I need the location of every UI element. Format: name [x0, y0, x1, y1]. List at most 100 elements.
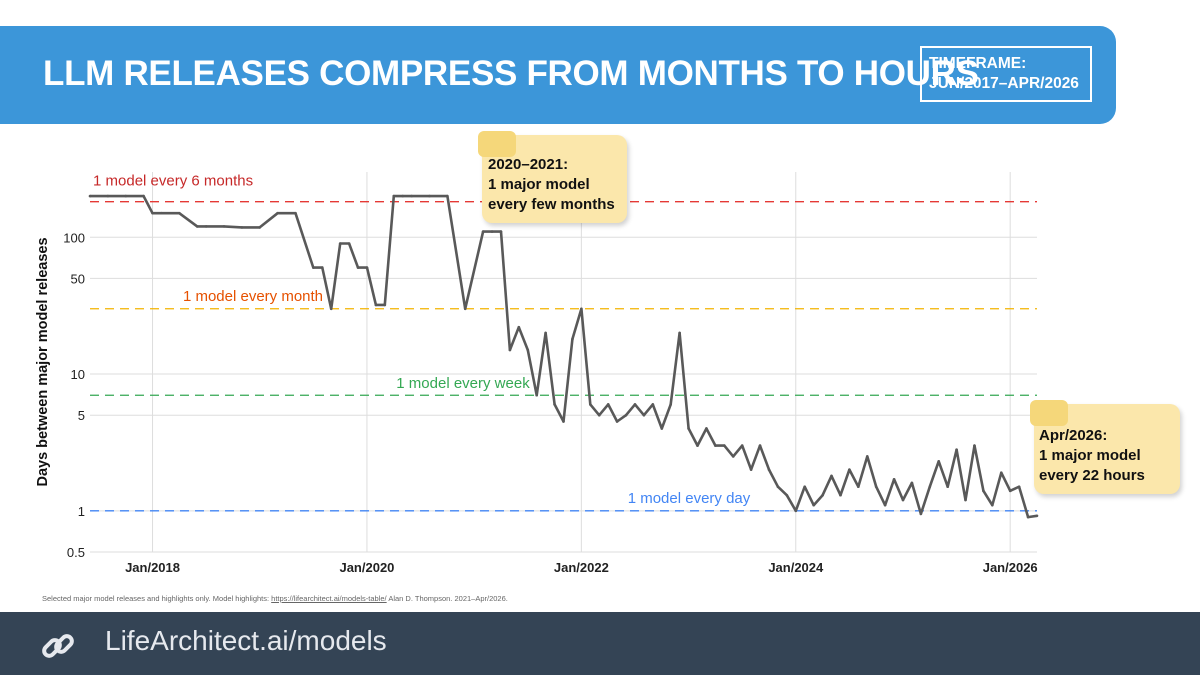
link-icon — [42, 634, 74, 658]
data-point — [312, 266, 315, 269]
data-point — [696, 444, 699, 447]
data-point — [428, 194, 431, 198]
data-point — [347, 242, 351, 245]
data-point — [937, 460, 941, 463]
data-point — [544, 331, 547, 335]
data-point — [1008, 489, 1012, 493]
data-point — [910, 481, 914, 485]
data-point — [481, 230, 485, 233]
data-point — [660, 427, 664, 430]
data-point — [1017, 485, 1021, 489]
y-tick-label: 50 — [71, 271, 85, 286]
data-point — [848, 468, 851, 471]
data-point — [991, 503, 994, 507]
y-tick-label: 1 — [78, 504, 85, 519]
data-point — [687, 427, 690, 430]
data-point — [642, 413, 646, 417]
reference-line-label: 1 model every day — [628, 490, 751, 507]
data-point — [329, 307, 333, 311]
footer-bar: LifeArchitect.ai/models — [0, 612, 1200, 675]
data-point — [410, 194, 413, 198]
data-point — [508, 348, 512, 352]
data-point — [919, 512, 923, 516]
y-tick-label: 0.5 — [67, 545, 85, 560]
data-point — [812, 503, 815, 507]
x-tick-label: Jan/2024 — [768, 560, 824, 575]
timeframe-label: TIMEFRAME: — [929, 55, 1027, 72]
data-point — [955, 448, 958, 451]
data-point — [463, 307, 467, 311]
data-point — [356, 266, 360, 269]
data-point — [535, 393, 538, 397]
x-tick-label: Jan/2022 — [554, 560, 609, 575]
data-point — [365, 266, 369, 269]
data-point — [195, 225, 199, 228]
data-point — [562, 420, 565, 423]
data-point — [571, 337, 574, 341]
data-point — [714, 444, 717, 447]
data-point — [392, 194, 396, 198]
annotation-2020-2021: 2020–2021: 1 major model every few month… — [478, 131, 627, 223]
data-point — [204, 225, 208, 228]
annotation-line: 1 major model — [488, 176, 590, 193]
series-line — [90, 194, 1038, 519]
data-point — [338, 242, 342, 245]
data-point — [606, 403, 610, 406]
y-tick-label: 100 — [63, 230, 85, 245]
data-point — [615, 420, 619, 423]
data-point — [517, 325, 521, 329]
data-point — [731, 455, 735, 458]
data-point — [723, 444, 726, 447]
annotation-line: every 22 hours — [1039, 467, 1145, 484]
annotation-line: 2020–2021: — [488, 156, 569, 173]
data-point — [776, 485, 780, 489]
note-fold-icon — [478, 131, 516, 157]
data-point — [830, 474, 833, 478]
data-point — [124, 194, 128, 198]
data-point — [678, 331, 681, 335]
page-title: LLM RELEASES COMPRESS FROM MONTHS TO HOU… — [43, 54, 979, 93]
source-note: Selected major model releases and highli… — [42, 594, 508, 603]
data-point — [999, 471, 1003, 474]
footer-url[interactable]: LifeArchitect.ai/models — [105, 625, 387, 656]
header-banner — [0, 26, 1116, 124]
note-fold-icon — [1030, 400, 1068, 426]
y-tick-label: 10 — [71, 367, 85, 382]
timeframe-box: TIMEFRAME: JUN/2017–APR/2026 — [920, 46, 1092, 102]
data-point — [740, 444, 744, 447]
data-point — [624, 413, 628, 417]
source-link[interactable]: https://lifearchitect.ai/models-table/ — [271, 594, 387, 603]
data-point — [865, 455, 869, 458]
data-point — [785, 493, 789, 497]
data-point — [589, 403, 592, 406]
y-tick-label: 5 — [78, 408, 85, 423]
data-point — [857, 485, 860, 489]
data-point — [294, 211, 297, 215]
data-point — [839, 493, 842, 497]
data-point — [258, 226, 262, 229]
data-point — [767, 468, 771, 471]
data-point — [142, 194, 145, 198]
source-suffix: Alan D. Thompson. 2021–Apr/2026. — [388, 594, 508, 603]
annotation-apr-2026: Apr/2026: 1 major model every 22 hours — [1030, 400, 1180, 494]
reference-line-label: 1 model every 6 months — [93, 173, 253, 190]
data-point — [803, 485, 807, 489]
data-point — [178, 211, 181, 215]
data-point — [320, 266, 324, 269]
data-point — [946, 485, 949, 489]
data-point — [499, 230, 503, 233]
data-point — [874, 485, 878, 489]
data-point — [490, 230, 494, 233]
source-prefix: Selected major model releases and highli… — [42, 594, 270, 603]
data-point — [883, 503, 887, 507]
data-point — [794, 509, 798, 513]
annotation-line: every few months — [488, 196, 615, 213]
data-point — [222, 225, 226, 228]
x-tick-label: Jan/2018 — [125, 560, 180, 575]
data-point — [633, 403, 637, 406]
data-point — [749, 468, 753, 471]
data-point — [1035, 514, 1039, 518]
annotation-line: Apr/2026: — [1039, 427, 1108, 444]
x-tick-label: Jan/2020 — [339, 560, 394, 575]
line-chart: 0.5 1 5 10 50 100 Jan/2018 Jan/2020 Jan/2022 Jan/… — [35, 172, 1039, 575]
